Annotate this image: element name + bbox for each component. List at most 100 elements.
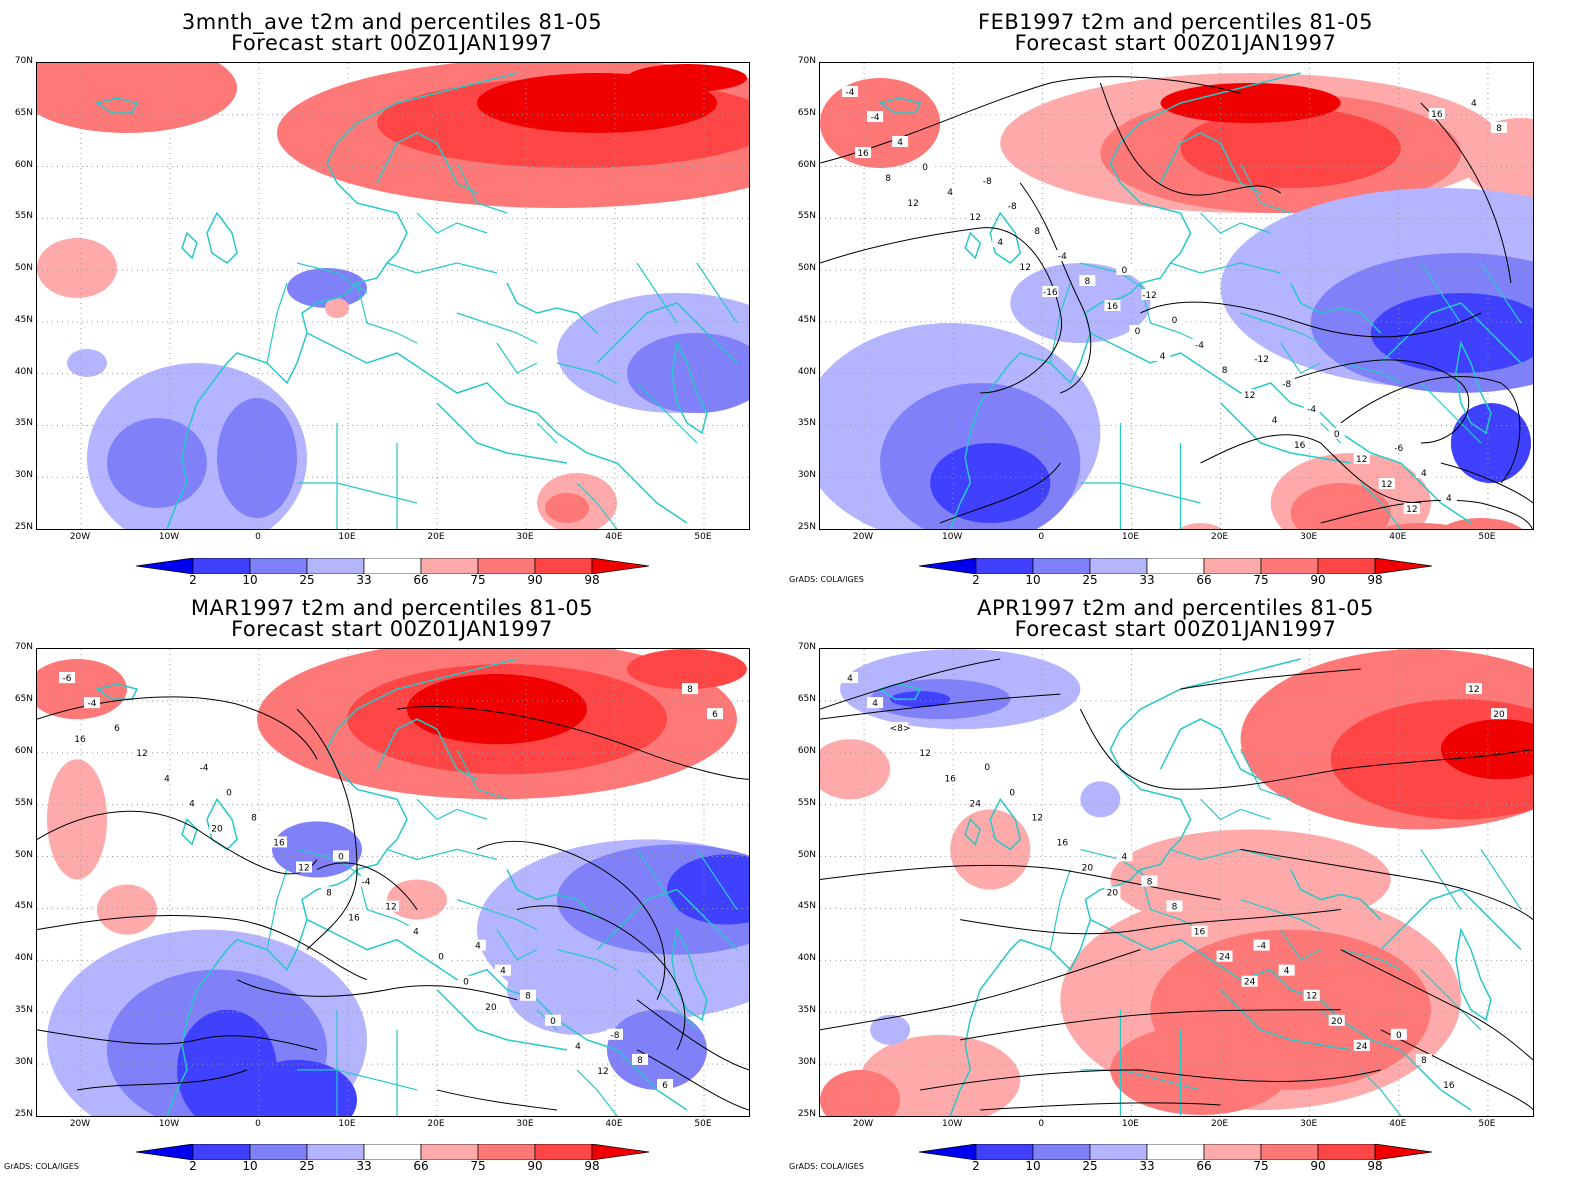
latitude-label: 45N: [797, 314, 816, 325]
contour-label: 0: [438, 953, 444, 963]
grads-credit: GrADS: COLA/IGES: [789, 575, 864, 584]
map-frame: 4 0 4 -4 0 4 0 8 4 8 <8> 12 8 12 16 12 16 16 20 12 16 20 24 24 2…: [819, 648, 1534, 1117]
colorbar-label: 66: [1196, 573, 1212, 587]
contour-label-bg: [271, 836, 287, 848]
latitude-label: 25N: [14, 522, 33, 532]
colorbar-swatch: [249, 557, 308, 575]
colorbar-swatch: [1374, 1143, 1433, 1161]
contour-label-bg: [1440, 1078, 1457, 1090]
contour-label-bg: [358, 875, 374, 887]
contour-label: <8>: [890, 724, 911, 734]
latitude-label: 30N: [797, 1057, 816, 1068]
colorbar-label: 90: [527, 573, 543, 587]
contour-label: 12: [907, 199, 918, 209]
shaded-region: [47, 759, 107, 880]
longitude-label: 0: [1038, 532, 1045, 542]
map-plot: -4 -8 0 -12 -6 -4 -8 -12 -8 4 4 8 0 -4 4 0 -4 -4 0 4 4 8 8 12 8 1…: [820, 63, 1533, 529]
contour-line: [37, 810, 318, 875]
contour-label: 4: [997, 238, 1003, 248]
contour-label-bg: [1191, 925, 1208, 937]
contour-label: 24: [1356, 1042, 1368, 1052]
colorbar-label: 25: [1082, 1159, 1098, 1173]
contour-label-bg: [1353, 453, 1370, 464]
latitude-label: 50N: [14, 263, 33, 274]
latitude-label: 55N: [14, 797, 33, 808]
contour-label: 8: [1421, 1056, 1427, 1066]
contour-label-bg: [942, 186, 959, 197]
contour-label: 12: [1032, 813, 1043, 823]
contour-line: [296, 708, 358, 950]
latitude-label: 50N: [797, 849, 816, 860]
latitude-label: 60N: [797, 745, 816, 756]
colorbar: [135, 557, 656, 578]
contour-label-bg: [495, 964, 511, 976]
contour-label: 20: [485, 1003, 497, 1013]
shaded-region: [1160, 83, 1341, 123]
contour-label-bg: [682, 683, 698, 695]
contour-line: [1079, 708, 1533, 790]
shaded-region: [820, 739, 891, 800]
contour-label: 4: [1284, 967, 1290, 977]
latitude-label: 45N: [797, 901, 816, 912]
map-plot: [37, 63, 749, 529]
contour-label-bg: [458, 975, 474, 987]
colorbar-swatch: [306, 557, 365, 575]
contour-label-bg: [1490, 708, 1507, 720]
contour-label: 4: [575, 1042, 581, 1052]
contour-line: [1140, 301, 1482, 338]
contour-line: [820, 693, 1061, 720]
colorbar-label: 98: [584, 573, 600, 587]
contour-label-bg: [1042, 286, 1059, 297]
contour-label-bg: [855, 147, 872, 158]
panel-title: FEB1997 t2m and percentiles 81-05: [978, 10, 1373, 34]
colorbar-swatch: [918, 557, 977, 575]
longitude-label: 40E: [605, 1119, 623, 1129]
colorbar-label: 2: [189, 573, 197, 587]
contour-label: 6: [662, 1081, 668, 1091]
contour-label: 4: [500, 967, 506, 977]
contour-label-bg: [545, 1014, 561, 1026]
colorbar-label: 10: [1025, 573, 1041, 587]
contour-label: 12: [1468, 685, 1479, 695]
colorbar-swatch: [1203, 1143, 1262, 1161]
colorbar-label: 90: [527, 1159, 543, 1173]
contour-label-bg: [1303, 403, 1320, 414]
colorbar-label: 98: [1367, 573, 1383, 587]
longitude-label: 0: [255, 1119, 261, 1129]
contour-label-bg: [1415, 1053, 1432, 1065]
shaded-region: [37, 659, 127, 720]
contour-label-bg: [892, 136, 909, 147]
contour-label-bg: [1116, 850, 1133, 862]
colorbar-swatch: [1317, 1143, 1376, 1161]
contour-label: 0: [1122, 266, 1128, 276]
contour-line: [1240, 848, 1533, 920]
contour-label-bg: [1029, 811, 1046, 823]
contour-label-bg: [842, 672, 859, 684]
contour-label-bg: [917, 747, 934, 759]
grads-credit: GrADS: COLA/IGES: [789, 1162, 864, 1171]
shaded-region: [1080, 781, 1121, 818]
contour-label: 8: [637, 1056, 643, 1066]
contour-label: 16: [74, 735, 86, 745]
contour-label: 4: [1272, 416, 1278, 426]
contour-label: 0: [1396, 1031, 1402, 1041]
contour-label-bg: [917, 161, 934, 172]
contour-label-bg: [1054, 250, 1071, 261]
contour-label: 12: [136, 749, 147, 759]
contour-label-bg: [59, 672, 75, 684]
colorbar-svg: [918, 557, 1433, 575]
colorbar-swatch: [1089, 1143, 1148, 1161]
colorbar-svg: [135, 557, 650, 575]
panel-subtitle: Forecast start 00Z01JAN1997: [231, 617, 553, 641]
shaded-region: [820, 78, 941, 168]
contour-label-bg: [1440, 492, 1457, 503]
latitude-label: 35N: [797, 1005, 816, 1016]
contour-labels: -4 -8 0 -12 -6 -4 -8 -12 -8 4 4 8 0 -4 4 0 -4 -4 0 4 4 8 8 12 8 1…: [842, 86, 1507, 515]
shaded-region: [950, 809, 1031, 890]
contour-line: [960, 909, 1341, 935]
shaded-region: [1440, 719, 1533, 780]
longitude-label: 30E: [1300, 1119, 1318, 1129]
contour-label-bg: [72, 733, 88, 745]
longitude-label: 50E: [1478, 1119, 1496, 1129]
contour-label-bg: [1141, 875, 1158, 887]
